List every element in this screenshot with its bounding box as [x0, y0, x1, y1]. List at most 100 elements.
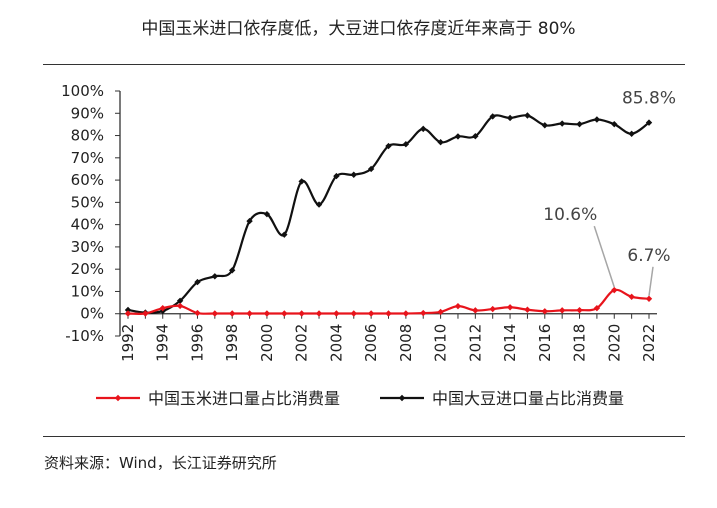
- series-1-point-1997: [211, 273, 219, 280]
- x-tick-label: 1992: [119, 324, 137, 362]
- series-0-point-1998: [229, 310, 236, 317]
- series-1-point-2020: [611, 120, 618, 128]
- annotation-layer: 85.8% 10.6% 6.7%: [543, 89, 676, 296]
- legend-label: 中国玉米进口量占比消费量: [148, 389, 340, 408]
- series-0-point-2020: [611, 286, 618, 294]
- x-tick-label: 2000: [258, 324, 276, 362]
- series-1-point-2003: [315, 201, 323, 208]
- y-tick-label: 100%: [61, 82, 104, 100]
- x-tick-label: 1998: [223, 324, 241, 362]
- series-1-point-1995: [176, 297, 184, 305]
- annotation-label: 85.8%: [622, 89, 676, 109]
- series-1-point-2011: [454, 133, 462, 140]
- series-1-point-2017: [558, 120, 566, 127]
- series-0-point-2018: [576, 306, 583, 314]
- series-0-point-2011: [454, 302, 462, 310]
- series-0-point-2003: [315, 310, 323, 317]
- source-note: 资料来源：Wind，长江证券研究所: [44, 454, 277, 472]
- annotation-leader: [593, 225, 615, 288]
- legend-label: 中国大豆进口量占比消费量: [432, 389, 624, 408]
- series-0-point-2010: [437, 308, 444, 316]
- series-0-point-2009: [420, 309, 427, 317]
- series-1-point-2012: [472, 133, 479, 140]
- series-1-point-1998: [229, 267, 236, 274]
- x-tick-label: 2018: [571, 324, 589, 362]
- legend-swatch-marker: [398, 394, 406, 402]
- series-1-point-2018: [576, 120, 583, 128]
- x-tick-label: 2020: [605, 324, 623, 362]
- series-1-point-2015: [524, 112, 531, 119]
- x-tick-label: 1994: [154, 324, 172, 362]
- series-1-point-1996: [194, 278, 201, 286]
- bottom-rule: [43, 436, 685, 437]
- annotation-label: 10.6%: [543, 205, 597, 225]
- x-tick-label: 1996: [188, 324, 206, 362]
- series-1-point-2007: [385, 142, 392, 150]
- x-tick-label: 2004: [327, 324, 345, 362]
- legend: 中国玉米进口量占比消费量 中国大豆进口量占比消费量: [96, 389, 624, 408]
- series-1-point-2006: [367, 165, 375, 173]
- series-0-point-2007: [385, 310, 392, 317]
- series-0-point-2008: [402, 310, 410, 317]
- top-rule: [43, 64, 685, 65]
- series-0-point-1993: [142, 310, 149, 317]
- y-axis: 100% 90% 80% 70% 60% 50% 40% 30% 20% 10% 0% -10%: [61, 82, 121, 345]
- x-axis: 1992 1994 1996 1998 2000 2002 2004 2006 2008 2010…: [119, 313, 658, 362]
- annotation-label: 6.7%: [627, 246, 670, 266]
- line-chart: 100% 90% 80% 70% 60% 50% 40% 30% 20% 10% 0% -10% 19…: [61, 82, 676, 408]
- series-0-point-2022: [645, 295, 653, 303]
- y-tick-label: 40%: [71, 216, 104, 234]
- y-tick-label: 20%: [71, 260, 104, 278]
- series-0-point-2002: [298, 310, 305, 317]
- y-tick-label: 60%: [71, 171, 104, 189]
- y-tick-label: 70%: [71, 149, 104, 167]
- series-0-point-1999: [246, 310, 253, 317]
- series-0-point-1997: [211, 310, 219, 317]
- series-1-point-2008: [402, 141, 410, 148]
- series-0-point-2021: [628, 293, 635, 300]
- series-0-point-1996: [194, 309, 201, 317]
- series-0-point-2004: [333, 310, 340, 317]
- y-tick-label: 50%: [71, 193, 104, 211]
- x-tick-label: 2012: [466, 324, 484, 362]
- y-tick-label: 30%: [71, 238, 104, 256]
- series-1-point-2013: [489, 113, 496, 120]
- series-1-point-2000: [263, 210, 271, 218]
- series-0-point-2015: [524, 306, 531, 313]
- x-tick-label: 2006: [362, 324, 380, 362]
- x-tick-label: 2022: [640, 324, 658, 362]
- y-tick-label: 90%: [71, 104, 104, 122]
- y-tick-label: 0%: [80, 305, 104, 323]
- series-0-point-2013: [489, 305, 496, 313]
- series-0-point-1995: [176, 302, 184, 310]
- series-0-point-2016: [541, 308, 548, 315]
- series-1-point-2002: [298, 178, 305, 185]
- series-0-point-2017: [558, 307, 566, 314]
- x-tick-label: 2010: [432, 324, 450, 362]
- series-0-point-2005: [350, 310, 357, 317]
- series-0-point-2001: [281, 310, 288, 317]
- x-tick-label: 2016: [536, 324, 554, 362]
- y-tick-label: 80%: [71, 127, 104, 145]
- series-1-point-2001: [281, 231, 288, 238]
- series-1-point-2009: [420, 125, 427, 133]
- annotation-leader: [648, 266, 654, 296]
- series-1-point-1999: [246, 217, 253, 225]
- y-tick-label: -10%: [65, 327, 104, 345]
- series-1-point-2016: [541, 122, 548, 129]
- series-0-point-2000: [263, 310, 271, 317]
- chart-title: 中国玉米进口依存度低，大豆进口依存度近年来高于 80%: [141, 19, 576, 39]
- series-1-point-2021: [628, 130, 635, 137]
- series-1-point-2010: [437, 139, 444, 146]
- series-1-point-2019: [593, 116, 601, 123]
- series-0-point-2006: [367, 310, 375, 317]
- series-line-0: [127, 288, 650, 315]
- x-tick-label: 2014: [501, 324, 519, 362]
- legend-swatch-marker: [114, 394, 122, 402]
- series-1-point-1992: [124, 306, 132, 314]
- x-tick-label: 2002: [293, 324, 311, 362]
- series-0-point-2014: [506, 304, 514, 311]
- series-1-point-2005: [350, 171, 357, 178]
- series-1-point-2014: [506, 114, 514, 122]
- series-0-point-2012: [472, 307, 479, 314]
